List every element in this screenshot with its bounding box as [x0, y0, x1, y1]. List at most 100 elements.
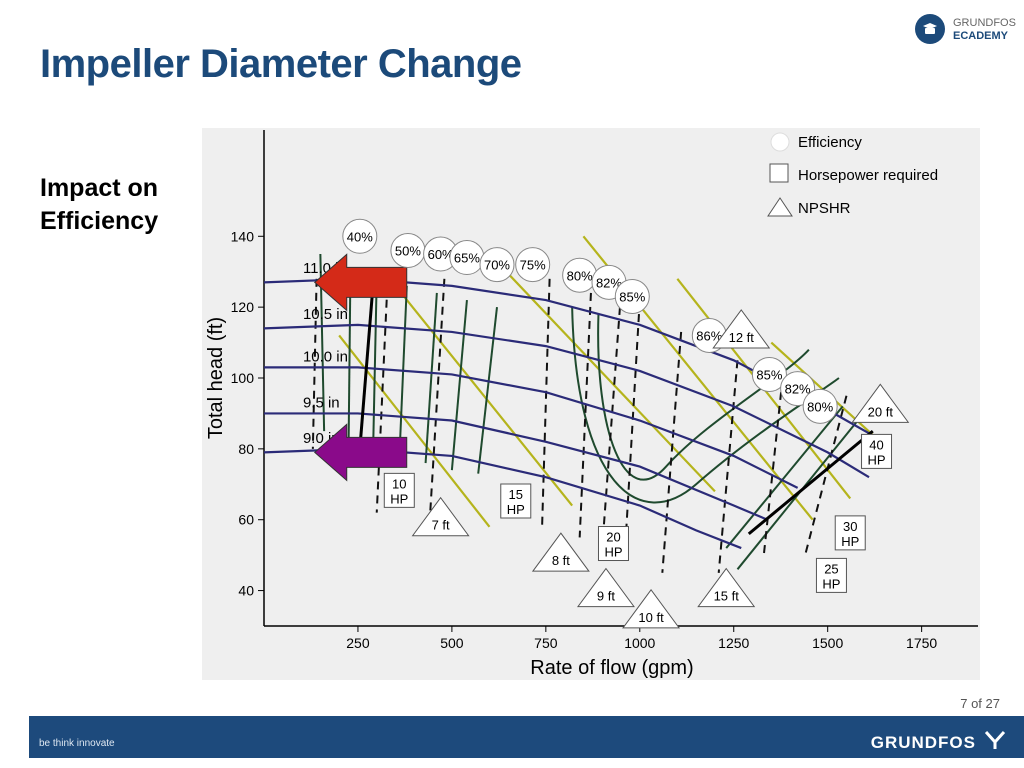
efficiency-label: 40%	[347, 229, 373, 244]
npshr-marker	[411, 496, 470, 537]
y-tick-label: 140	[231, 228, 255, 244]
efficiency-marker	[751, 356, 787, 392]
hp-label-box	[815, 557, 847, 593]
hp-label-box	[597, 526, 629, 562]
hp-label: HP	[390, 491, 408, 506]
hp-label-box	[861, 433, 893, 469]
efficiency-marker	[515, 247, 551, 283]
npshr-curve	[717, 360, 739, 573]
ecademy-logo-icon	[915, 14, 945, 44]
y-tick-label: 120	[231, 299, 255, 315]
npshr-label: 20 ft	[868, 404, 894, 419]
efficiency-curve	[347, 271, 352, 449]
legend-hp-swatch	[769, 163, 789, 183]
impeller-curve-label: 10.5 in	[303, 306, 348, 323]
efficiency-label: 85%	[756, 367, 782, 382]
npshr-marker	[531, 532, 590, 572]
efficiency-curve	[725, 405, 844, 549]
efficiency-label: 50%	[395, 243, 421, 258]
hp-label-box	[500, 483, 532, 519]
npshr-curve	[762, 377, 784, 556]
slide-subtitle: Impact on Efficiency	[40, 172, 158, 238]
pump-curve-chart: Total head (ft) Rate of flow (gpm) Effic…	[205, 130, 978, 679]
npshr-curve	[311, 278, 318, 449]
hp-label: HP	[507, 502, 525, 517]
logo-line-1: GRUNDFOS	[953, 17, 1016, 29]
impeller-curve	[263, 323, 870, 479]
hp-label: 15	[509, 487, 523, 502]
subtitle-line-1: Impact on	[40, 174, 159, 202]
page-number: 7 of 27	[960, 696, 1000, 711]
npshr-label: 7 ft	[432, 518, 450, 533]
efficiency-label: 82%	[785, 382, 811, 397]
hp-line	[488, 253, 716, 493]
npshr-label: 8 ft	[552, 553, 570, 568]
x-tick-label: 500	[440, 635, 464, 651]
y-axis-label: Total head (ft)	[205, 317, 227, 439]
hp-label: 30	[843, 519, 857, 534]
efficiency-curve	[450, 299, 468, 471]
efficiency-label: 85%	[619, 290, 645, 305]
efficiency-marker	[614, 279, 650, 315]
npshr-label: 12 ft	[729, 330, 755, 345]
chart-legend: Efficiency Horsepower required NPSHR	[767, 132, 938, 217]
efficiency-label: 70%	[484, 258, 510, 273]
efficiency-label: 86%	[696, 328, 722, 343]
footer-bar: be think innovate GRUNDFOS	[29, 716, 1024, 758]
efficiency-label: 80%	[567, 268, 593, 283]
efficiency-curve	[424, 292, 438, 464]
hp-connector	[747, 429, 874, 536]
legend-item-label: NPSHR	[798, 200, 851, 217]
impeller-curve-label: 10.0 in	[303, 348, 348, 365]
impeller-curve	[264, 366, 799, 489]
efficiency-curve	[477, 307, 498, 474]
grundfos-mark-icon	[984, 730, 1006, 749]
hp-label: HP	[841, 534, 859, 549]
grundfos-ecademy-logo: GRUNDFOS ECADEMY	[915, 12, 1016, 50]
footer-brand-name: GRUNDFOS	[870, 733, 976, 752]
npshr-curve	[375, 271, 390, 513]
x-tick-label: 1750	[906, 635, 937, 651]
npshr-curve	[623, 299, 641, 556]
efficiency-label: 80%	[807, 399, 833, 414]
diameter-change-arrow	[313, 423, 408, 482]
hp-label: 25	[824, 561, 838, 576]
hp-line	[394, 285, 574, 507]
npshr-marker	[851, 383, 910, 423]
npshr-curve	[428, 278, 446, 527]
npshr-marker	[576, 567, 635, 608]
x-tick-label: 1250	[718, 635, 749, 651]
npshr-curve	[578, 292, 592, 538]
impeller-curve-label: 9.5 in	[303, 394, 340, 411]
impeller-curve	[264, 412, 768, 521]
y-tick-label: 100	[231, 370, 255, 386]
slide-title: Impeller Diameter Change	[40, 42, 522, 86]
y-tick-label: 40	[238, 583, 254, 599]
diameter-connector	[358, 285, 375, 449]
hp-label: HP	[822, 576, 840, 591]
npshr-label: 9 ft	[597, 589, 615, 604]
hp-label: HP	[868, 452, 886, 467]
hp-label-box	[834, 515, 866, 551]
x-axis-label: Rate of flow (gpm)	[530, 657, 693, 679]
legend-item-label: Efficiency	[798, 134, 862, 151]
npshr-label: 15 ft	[714, 589, 740, 604]
y-tick-label: 60	[238, 512, 254, 528]
x-tick-label: 250	[346, 635, 370, 651]
efficiency-curve	[398, 285, 408, 460]
logo-line-2: ECADEMY	[953, 30, 1009, 42]
efficiency-marker	[802, 388, 838, 424]
npshr-curve	[601, 292, 622, 549]
x-tick-label: 1500	[812, 635, 843, 651]
x-tick-label: 1000	[624, 635, 655, 651]
diameter-change-arrow	[313, 253, 408, 312]
npshr-marker	[712, 309, 771, 349]
footer-tagline: be think innovate	[39, 738, 115, 749]
y-tick-label: 80	[238, 441, 254, 457]
efficiency-marker	[342, 218, 378, 254]
efficiency-label: 82%	[596, 275, 622, 290]
efficiency-label: 75%	[520, 258, 546, 273]
efficiency-marker	[479, 247, 515, 283]
x-tick-label: 750	[534, 635, 558, 651]
legend-npshr-swatch	[767, 197, 793, 217]
